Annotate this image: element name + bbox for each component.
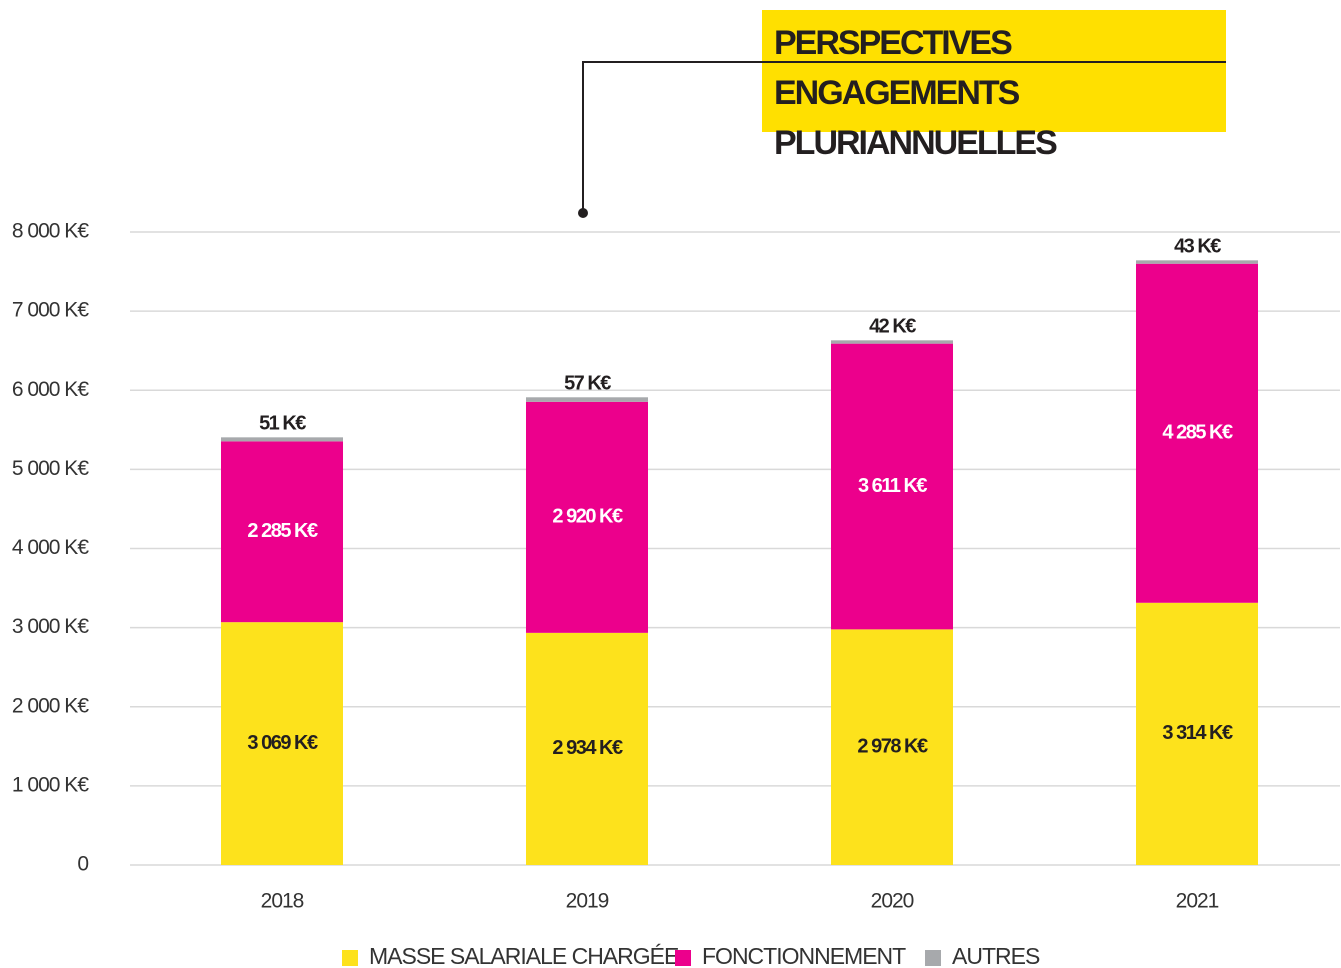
value-label: 3 069 K€ <box>247 732 318 754</box>
legend-swatch <box>675 950 691 966</box>
connector-dot <box>578 208 588 218</box>
value-label: 2 934 K€ <box>552 737 623 759</box>
bar-segment <box>1136 260 1258 264</box>
value-label: 3 611 K€ <box>858 475 927 497</box>
connector <box>582 61 1226 213</box>
y-tick-label: 5 000 K€ <box>12 457 89 480</box>
y-tick-label: 0 <box>77 853 88 876</box>
chart-title: PERSPECTIVES ENGAGEMENTS PLURIANNUELLES <box>762 10 1226 162</box>
value-label: 2 285 K€ <box>247 520 318 542</box>
legend-swatch <box>342 950 358 966</box>
value-label: 2 978 K€ <box>857 735 928 757</box>
x-tick-label: 2020 <box>871 890 914 913</box>
bar-segment <box>831 343 953 630</box>
legend-label: MASSE SALARIALE CHARGÉE <box>369 943 679 968</box>
legend-label: AUTRES <box>952 943 1040 968</box>
value-label: 3 314 K€ <box>1162 722 1233 744</box>
value-label: 51 K€ <box>259 413 306 435</box>
legend-label: FONCTIONNEMENT <box>702 943 906 968</box>
y-tick-label: 2 000 K€ <box>12 694 89 717</box>
y-tick-label: 6 000 K€ <box>12 378 89 401</box>
value-label: 57 K€ <box>564 373 611 395</box>
value-label: 4 285 K€ <box>1162 422 1233 444</box>
bar-segment <box>831 629 953 865</box>
bar-segment <box>831 340 953 344</box>
y-tick-label: 3 000 K€ <box>12 615 89 638</box>
value-label: 43 K€ <box>1174 236 1221 258</box>
bar-segment <box>221 437 343 442</box>
x-tick-label: 2018 <box>261 890 304 913</box>
bar-segment <box>221 441 343 623</box>
x-tick-label: 2019 <box>566 890 609 913</box>
value-label: 42 K€ <box>869 316 916 338</box>
bar-segment <box>221 622 343 865</box>
x-tick-label: 2021 <box>1176 890 1219 913</box>
y-tick-label: 4 000 K€ <box>12 536 89 559</box>
bar-segment <box>1136 602 1258 865</box>
value-label: 2 920 K€ <box>552 506 623 528</box>
y-tick-label: 1 000 K€ <box>12 773 89 796</box>
legend-swatch <box>925 950 941 966</box>
y-tick-label: 8 000 K€ <box>12 220 89 243</box>
bar-segment <box>526 397 648 402</box>
bar-segment <box>1136 263 1258 603</box>
y-tick-label: 7 000 K€ <box>12 299 89 322</box>
bar-segment <box>526 401 648 633</box>
bar-segment <box>526 632 648 865</box>
